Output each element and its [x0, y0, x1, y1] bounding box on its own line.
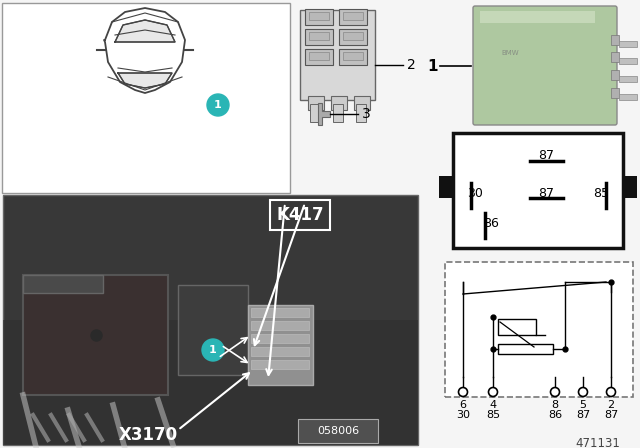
- Text: 5: 5: [579, 400, 586, 410]
- Bar: [339, 9, 367, 25]
- Bar: [480, 11, 595, 23]
- Text: X3170: X3170: [118, 426, 177, 444]
- Text: 86: 86: [548, 410, 562, 420]
- Circle shape: [550, 388, 559, 396]
- Text: 87: 87: [538, 148, 554, 161]
- Text: 30: 30: [467, 186, 483, 199]
- Bar: [23, 275, 168, 395]
- Bar: [619, 41, 637, 47]
- Text: 87: 87: [576, 410, 590, 420]
- Bar: [333, 104, 343, 122]
- Bar: [248, 305, 313, 385]
- Bar: [310, 104, 320, 122]
- Circle shape: [207, 94, 229, 116]
- Bar: [611, 88, 619, 98]
- Bar: [300, 10, 375, 100]
- Bar: [298, 419, 378, 443]
- Text: 4: 4: [490, 400, 497, 410]
- Text: 471131: 471131: [575, 436, 620, 448]
- Polygon shape: [118, 73, 172, 88]
- Bar: [611, 35, 619, 45]
- Bar: [2, 3, 290, 193]
- Text: 86: 86: [483, 216, 499, 229]
- Bar: [305, 9, 333, 25]
- Bar: [619, 76, 637, 82]
- Bar: [498, 319, 536, 335]
- FancyBboxPatch shape: [473, 6, 617, 125]
- Bar: [3, 195, 418, 445]
- Bar: [305, 49, 333, 65]
- Bar: [251, 334, 309, 343]
- Bar: [453, 133, 623, 248]
- Bar: [611, 70, 619, 80]
- Bar: [309, 32, 329, 40]
- Polygon shape: [318, 103, 330, 125]
- Text: 8: 8: [552, 400, 559, 410]
- Text: K417: K417: [276, 206, 324, 224]
- Text: 1: 1: [209, 345, 217, 355]
- Text: 6: 6: [460, 400, 467, 410]
- Bar: [339, 49, 367, 65]
- Bar: [309, 52, 329, 60]
- Circle shape: [579, 388, 588, 396]
- Text: 2: 2: [407, 58, 416, 72]
- Polygon shape: [115, 20, 175, 42]
- Bar: [305, 29, 333, 45]
- Bar: [3, 320, 418, 445]
- Bar: [178, 285, 248, 375]
- Text: 85: 85: [593, 186, 609, 199]
- Bar: [619, 94, 637, 100]
- Bar: [251, 347, 309, 356]
- Text: BMW: BMW: [501, 50, 519, 56]
- Circle shape: [458, 388, 467, 396]
- Bar: [331, 96, 347, 110]
- Text: 1: 1: [428, 59, 438, 73]
- Bar: [445, 262, 633, 397]
- Circle shape: [607, 388, 616, 396]
- Bar: [23, 275, 103, 293]
- Bar: [308, 96, 324, 110]
- Bar: [343, 32, 363, 40]
- Bar: [498, 344, 553, 354]
- Bar: [251, 308, 309, 317]
- Text: 87: 87: [604, 410, 618, 420]
- Bar: [439, 176, 453, 198]
- Text: 2: 2: [607, 400, 614, 410]
- Text: 058006: 058006: [317, 426, 359, 436]
- Bar: [343, 12, 363, 20]
- Bar: [356, 104, 366, 122]
- Bar: [354, 96, 370, 110]
- Bar: [251, 360, 309, 369]
- Text: 1: 1: [214, 100, 222, 110]
- Bar: [611, 52, 619, 62]
- Bar: [619, 58, 637, 64]
- Circle shape: [488, 388, 497, 396]
- Bar: [623, 176, 637, 198]
- Circle shape: [202, 339, 224, 361]
- Text: 30: 30: [456, 410, 470, 420]
- Bar: [343, 52, 363, 60]
- Bar: [339, 29, 367, 45]
- Text: 87: 87: [538, 186, 554, 199]
- Bar: [309, 12, 329, 20]
- Text: 3: 3: [362, 107, 371, 121]
- Bar: [251, 321, 309, 330]
- Text: 85: 85: [486, 410, 500, 420]
